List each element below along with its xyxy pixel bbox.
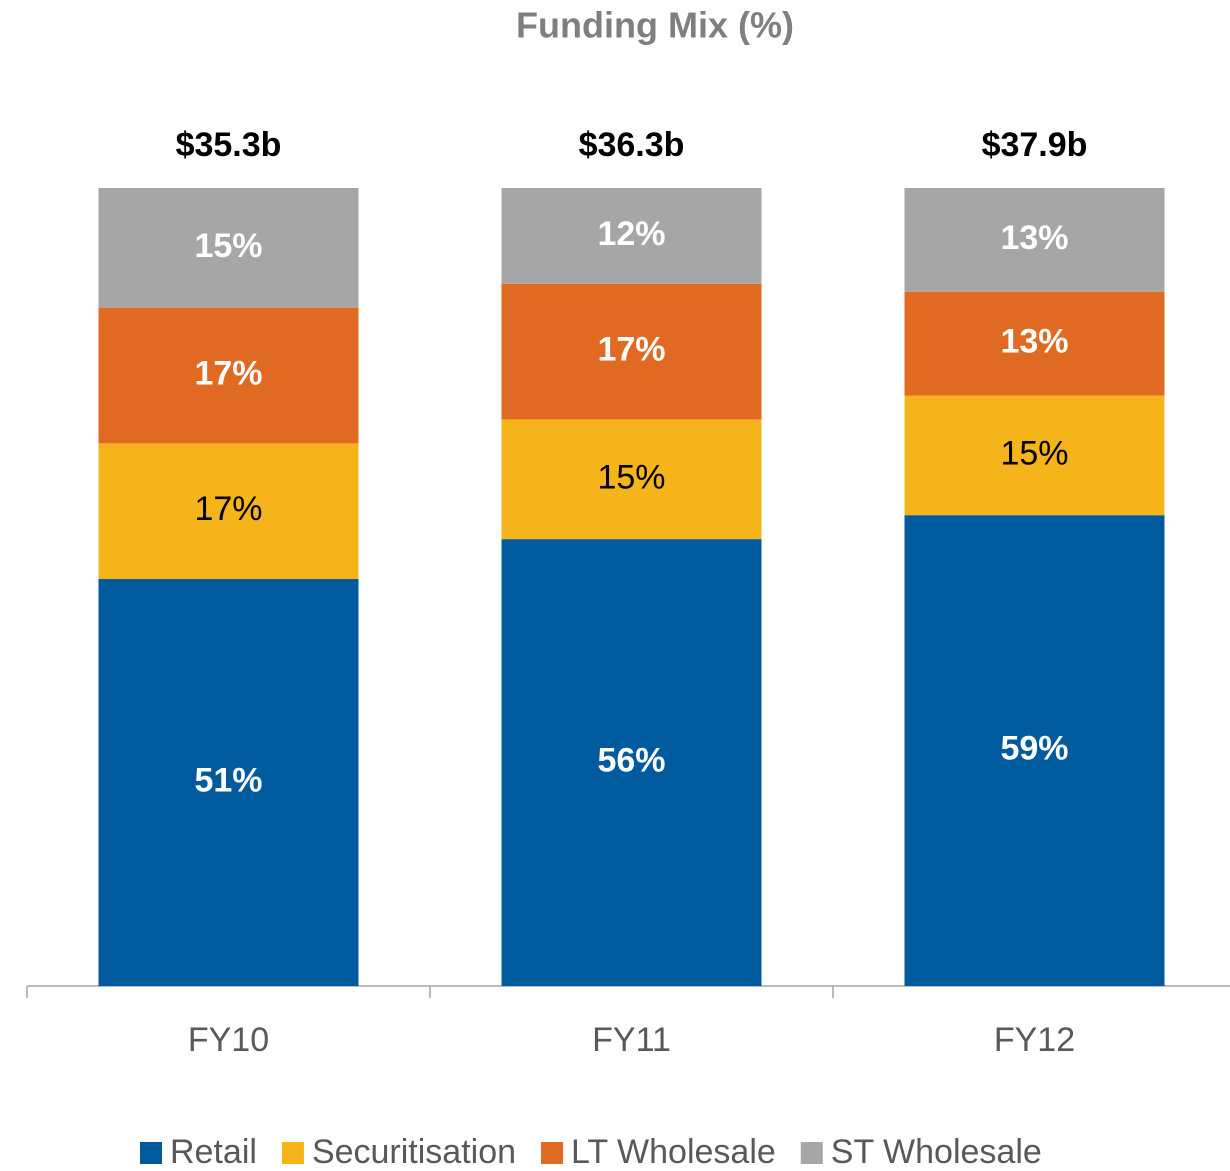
x-tick-label: FY10 xyxy=(188,1021,269,1059)
bar-segment xyxy=(98,188,359,308)
data-label: 13% xyxy=(1000,323,1068,361)
bar-segment xyxy=(501,539,762,986)
bar-segment xyxy=(98,443,359,580)
data-label: 13% xyxy=(1000,219,1068,257)
data-label: 15% xyxy=(194,227,262,265)
bar-segment xyxy=(98,307,359,444)
bar-segment xyxy=(904,188,1165,292)
x-tick-label: FY11 xyxy=(592,1021,671,1059)
data-label: 17% xyxy=(194,490,262,528)
bar-segment xyxy=(904,395,1165,516)
bar-segment xyxy=(501,188,762,284)
legend-swatch xyxy=(140,1142,162,1164)
data-label: 15% xyxy=(1000,434,1068,472)
bar-segment xyxy=(501,419,762,540)
legend-swatch xyxy=(541,1142,564,1164)
bar-segment xyxy=(904,515,1165,986)
data-label: 12% xyxy=(597,215,665,253)
legend-label: Retail xyxy=(170,1133,257,1171)
x-tick-label: FY12 xyxy=(994,1021,1075,1059)
data-label: 56% xyxy=(597,742,665,780)
legend-swatch xyxy=(281,1142,304,1164)
data-label: 17% xyxy=(194,355,262,393)
bar-segment xyxy=(98,579,359,986)
data-label: 59% xyxy=(1000,730,1068,768)
legend-swatch xyxy=(800,1142,823,1164)
total-label: $36.3b xyxy=(579,126,685,164)
bar-segment xyxy=(904,291,1165,396)
data-label: 15% xyxy=(597,458,665,496)
data-label: 51% xyxy=(194,761,262,799)
total-label: $37.9b xyxy=(982,126,1088,164)
total-label: $35.3b xyxy=(176,126,282,164)
legend-label: Securitisation xyxy=(312,1133,516,1171)
legend-label: LT Wholesale xyxy=(571,1133,776,1171)
chart-title: Funding Mix (%) xyxy=(516,5,794,46)
legend-label: ST Wholesale xyxy=(831,1133,1042,1171)
data-label: 17% xyxy=(597,331,665,369)
bar-segment xyxy=(501,283,762,420)
